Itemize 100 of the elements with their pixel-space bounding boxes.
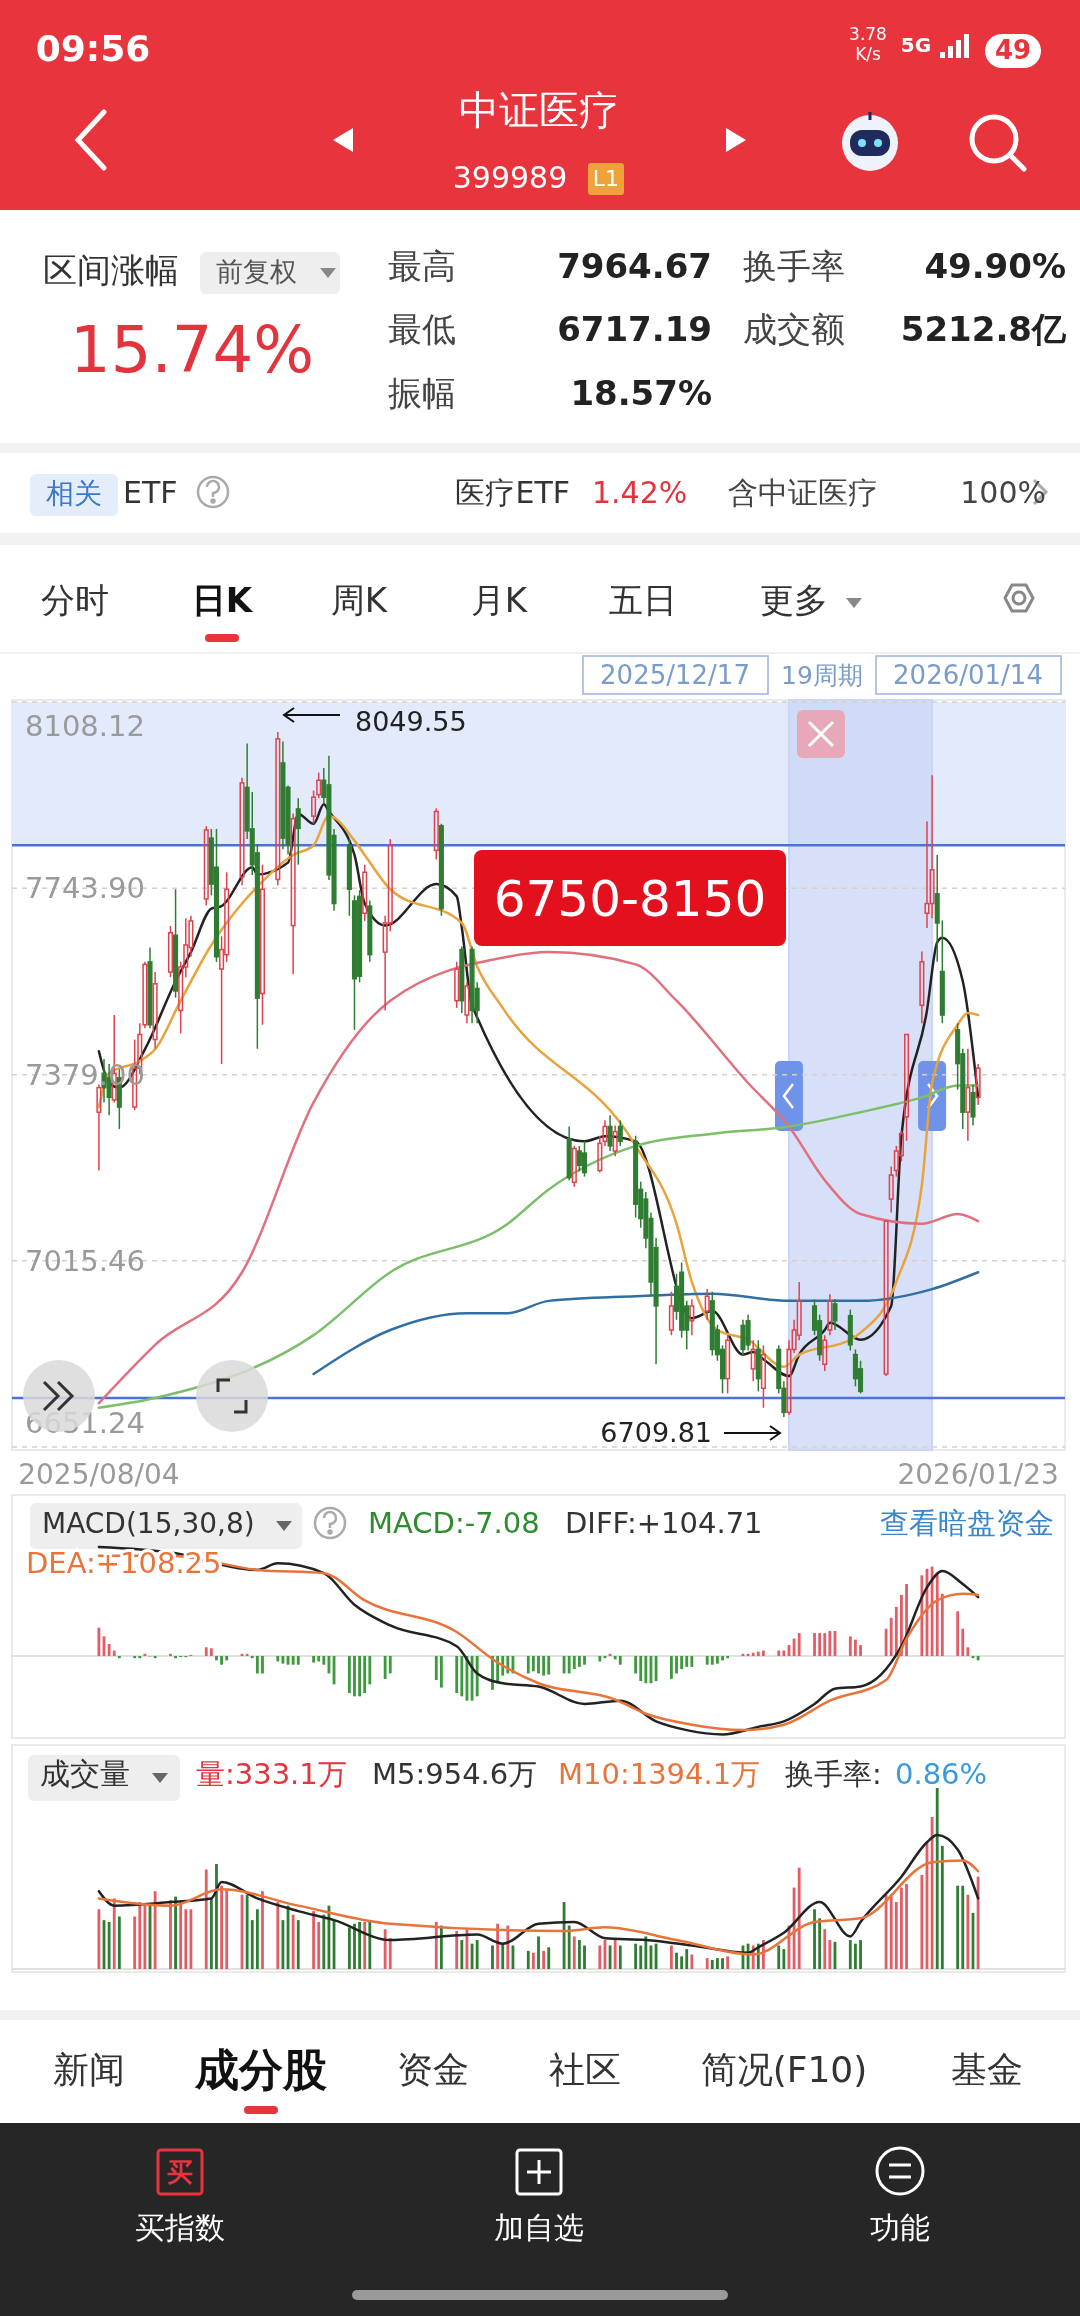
bar [353,1923,356,1969]
annotation: 0.86% [895,1757,988,1791]
bar [143,1905,147,1969]
bar [537,1936,540,1969]
bar [935,1574,939,1656]
text: 更多 [760,580,828,620]
bar [322,1656,326,1665]
bar [138,1902,142,1969]
bar [905,1883,908,1969]
bar [526,1656,530,1674]
annotation: 换手率: [785,1757,882,1791]
bar [537,1656,540,1674]
text: 医疗ETF [455,475,570,510]
bar [209,1898,213,1969]
bar [797,1867,801,1969]
bar [460,1940,464,1969]
bar [710,1656,714,1665]
y-tick-label: 8108.12 [25,709,145,743]
bar [276,1902,280,1969]
bar [613,1940,617,1969]
bar [797,1633,801,1656]
bar [215,1656,218,1661]
bar [583,1656,586,1665]
bar [291,1656,295,1665]
bar [117,1916,121,1969]
bar [317,1921,321,1969]
text: 加自选 [494,2210,584,2245]
bar [685,1656,689,1667]
text: 分时 [41,580,109,620]
bar [639,1945,643,1969]
bar [501,1943,505,1969]
bar [956,1885,960,1969]
bar [675,1952,678,1969]
text: 前复权 [215,256,297,287]
bar [531,1952,535,1969]
bar [174,1896,177,1969]
text: 日K [191,580,254,620]
bar [169,1653,172,1656]
bar [940,1845,944,1969]
bar [255,1909,259,1969]
text: 7964.67 [557,246,712,286]
bar [634,1943,638,1969]
bar [353,1656,356,1697]
bar [245,1653,249,1656]
bar [296,1920,300,1969]
text: 100% [960,475,1046,510]
bar [179,1902,183,1969]
bar [358,1656,361,1697]
bar [782,1949,786,1969]
bar [889,1894,893,1969]
bar [291,1914,295,1969]
annotation: 6750-8150 [493,870,767,928]
bar [347,1927,351,1969]
chart-title: 中证医疗 [459,87,619,133]
bar [644,1656,648,1684]
bar [726,1956,730,1969]
bar [312,1656,315,1663]
bar [976,1876,980,1969]
bar [434,1921,438,1969]
bar [317,1656,321,1662]
bar [567,1656,571,1674]
text: 成交额 [743,309,845,349]
text: MACD(15,30,8) [42,1507,255,1540]
bar [894,1902,898,1969]
bar [215,1864,218,1969]
bar [710,1959,714,1969]
bar [312,1911,315,1969]
annotation: M5:954.6万 [372,1757,538,1791]
text: 相关 [46,477,102,510]
bar [680,1656,684,1670]
bar [930,1566,934,1656]
bar [531,1656,535,1672]
bar [690,1656,694,1667]
bar [644,1936,648,1969]
bar [670,1656,673,1679]
bar [634,1656,638,1674]
bar [363,1656,367,1694]
text: 资金 [397,2049,469,2090]
text: 买指数 [135,2210,225,2245]
bar [762,1650,765,1656]
text: 6717.19 [557,309,712,349]
bar [854,1639,857,1656]
bar [751,1652,755,1656]
text: 2025/12/17 [600,660,750,690]
bar [670,1945,673,1969]
text: 2026/01/14 [893,660,1043,690]
bar [383,1929,387,1969]
annotation: M10:1394.1万 [558,1757,761,1791]
bar [721,1958,724,1969]
text: 社区 [549,2049,621,2090]
bar [889,1617,893,1656]
text: 简况(F10) [700,2049,868,2090]
bar [250,1920,254,1969]
bar [245,1894,249,1969]
bar [680,1956,684,1969]
text: 18.57% [570,373,712,413]
bar [255,1656,259,1674]
annotation: 8049.55 [355,706,467,737]
text: 换手率 [743,246,845,286]
bar [726,1656,730,1659]
